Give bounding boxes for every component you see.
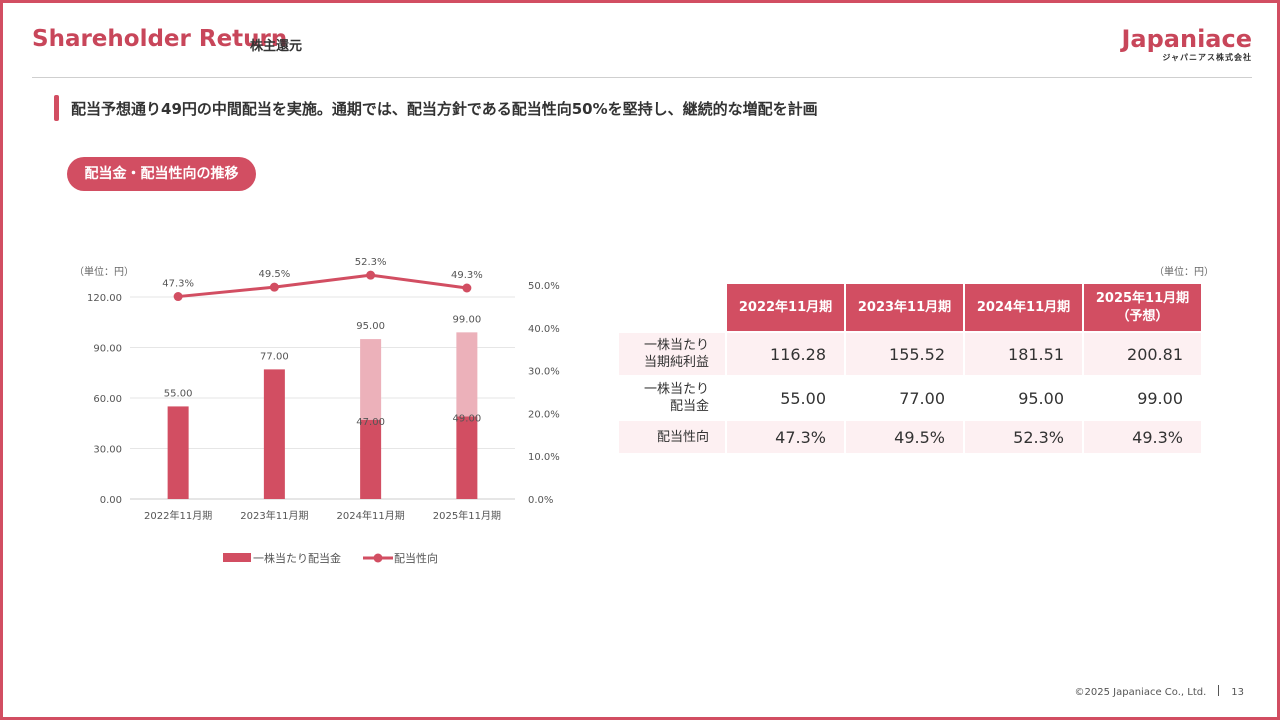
table-cell: 99.00 bbox=[1137, 388, 1183, 408]
y-left-tick-label: 30.00 bbox=[93, 445, 122, 456]
table-header-row: 2022年11月期 2023年11月期 2024年11月期 2025年11月期 … bbox=[619, 284, 1201, 333]
page-number: 13 bbox=[1231, 687, 1244, 698]
table-unit-label: （単位：円） bbox=[1154, 267, 1214, 278]
dividend-table: 2022年11月期 2023年11月期 2024年11月期 2025年11月期 … bbox=[617, 284, 1203, 453]
table-cell: 55.00 bbox=[780, 388, 826, 408]
table-cell: 95.00 bbox=[1018, 388, 1064, 408]
interim-data-label: 47.00 bbox=[356, 417, 385, 428]
legend-bar-label: 一株当たり配当金 bbox=[253, 551, 341, 565]
table-col-header: 2022年11月期 bbox=[727, 284, 844, 333]
logo-company-name: ジャパニアス株式会社 bbox=[1162, 53, 1252, 62]
row-label-line: 配当金 bbox=[669, 399, 709, 414]
bar-data-label: 77.00 bbox=[260, 351, 289, 362]
bar-data-label: 55.00 bbox=[164, 388, 193, 399]
x-tick-label: 2024年11月期 bbox=[337, 509, 405, 522]
table-col-header-note: （予想） bbox=[1116, 308, 1169, 324]
x-tick-label: 2023年11月期 bbox=[240, 509, 308, 522]
page-title: Shareholder Return bbox=[32, 26, 288, 52]
table-corner bbox=[619, 284, 725, 333]
legend-line-marker bbox=[373, 553, 383, 563]
table-cell: 116.28 bbox=[727, 333, 844, 375]
table-cell: 49.3% bbox=[1084, 421, 1201, 453]
headline-text: 配当予想通り49円の中間配当を実施。通期では、配当方針である配当性向50%を堅持… bbox=[71, 100, 818, 118]
table-cell: 47.3% bbox=[727, 421, 844, 453]
payout-ratio-point bbox=[173, 292, 183, 302]
section-pill: 配当金・配当性向の推移 bbox=[67, 157, 256, 191]
row-label-line: 当期純利益 bbox=[643, 355, 709, 370]
page-subtitle: 株主還元 bbox=[250, 39, 303, 54]
payout-ratio-point bbox=[366, 270, 376, 280]
headline-accent-bar bbox=[54, 95, 59, 121]
y-right-tick-label: 30.0% bbox=[528, 367, 560, 378]
table-row: 一株当たり 配当金 55.00 77.00 95.00 99.00 bbox=[619, 375, 1201, 421]
bar-year-end bbox=[456, 332, 478, 417]
footer: ©2025 Japaniace Co., Ltd. 13 bbox=[1075, 685, 1244, 698]
legend-bar-swatch bbox=[223, 553, 251, 562]
company-logo: Japaniace ジャパニアス株式会社 bbox=[1121, 26, 1252, 63]
y-left-tick-label: 120.00 bbox=[87, 293, 122, 304]
y-left-tick-label: 60.00 bbox=[93, 394, 122, 405]
footer-separator bbox=[1218, 685, 1220, 696]
chart-unit-label: （単位：円） bbox=[74, 265, 134, 278]
table-row-label: 配当性向 bbox=[619, 421, 725, 453]
table-col-header-year: 2025年11月期 bbox=[1095, 290, 1190, 306]
table-cell: 77.00 bbox=[899, 388, 945, 408]
bar-data-label: 99.00 bbox=[453, 314, 482, 325]
table-row-label: 一株当たり 配当金 bbox=[619, 375, 725, 421]
payout-ratio-label: 52.3% bbox=[355, 257, 387, 268]
table-cell: 181.51 bbox=[965, 333, 1082, 375]
row-label-line: 一株当たり bbox=[643, 338, 709, 353]
payout-ratio-line bbox=[177, 273, 468, 299]
header-divider bbox=[32, 77, 1252, 78]
table-col-header-forecast: 2025年11月期 （予想） bbox=[1084, 284, 1201, 333]
x-tick-label: 2025年11月期 bbox=[433, 509, 501, 522]
y-right-tick-label: 20.0% bbox=[528, 409, 560, 420]
bar bbox=[263, 369, 285, 499]
row-label-line: 一株当たり bbox=[643, 382, 709, 397]
dividend-chart: （単位：円） 0.00 30.00 60.00 90.00 120.00 0.0% 10.0%… bbox=[74, 257, 560, 565]
x-tick-label: 2022年11月期 bbox=[144, 509, 212, 522]
interim-data-label: 49.00 bbox=[453, 414, 482, 425]
bar bbox=[167, 406, 189, 499]
bar-year-end bbox=[360, 339, 382, 420]
table-row: 配当性向 47.3% 49.5% 52.3% 49.3% bbox=[619, 421, 1201, 453]
table-cell: 155.52 bbox=[846, 333, 963, 375]
bar-data-label: 95.00 bbox=[356, 321, 385, 332]
y-right-tick-label: 0.0% bbox=[528, 495, 553, 506]
payout-ratio-label: 47.3% bbox=[162, 279, 194, 290]
payout-ratio-point bbox=[269, 282, 279, 292]
y-right-tick-label: 10.0% bbox=[528, 452, 560, 463]
logo-wordmark: Japaniace bbox=[1121, 25, 1252, 53]
table-cell: 200.81 bbox=[1084, 333, 1201, 375]
table-col-header: 2023年11月期 bbox=[846, 284, 963, 333]
bar-interim bbox=[456, 416, 478, 499]
y-left-tick-label: 0.00 bbox=[100, 495, 122, 506]
table-cell: 49.5% bbox=[846, 421, 963, 453]
y-right-tick-label: 50.0% bbox=[528, 281, 560, 292]
table-cell: 52.3% bbox=[965, 421, 1082, 453]
table-row: 一株当たり 当期純利益 116.28 155.52 181.51 200.81 bbox=[619, 333, 1201, 375]
table-row-label: 一株当たり 当期純利益 bbox=[619, 333, 725, 375]
table-col-header: 2024年11月期 bbox=[965, 284, 1082, 333]
legend-line-label: 配当性向 bbox=[394, 551, 438, 565]
payout-ratio-label: 49.5% bbox=[258, 269, 290, 280]
payout-ratio-point bbox=[462, 283, 472, 293]
bar-interim bbox=[360, 419, 382, 499]
copyright: ©2025 Japaniace Co., Ltd. bbox=[1074, 687, 1207, 698]
y-left-tick-label: 90.00 bbox=[93, 344, 122, 355]
payout-ratio-label: 49.3% bbox=[451, 270, 483, 281]
y-right-tick-label: 40.0% bbox=[528, 324, 560, 335]
